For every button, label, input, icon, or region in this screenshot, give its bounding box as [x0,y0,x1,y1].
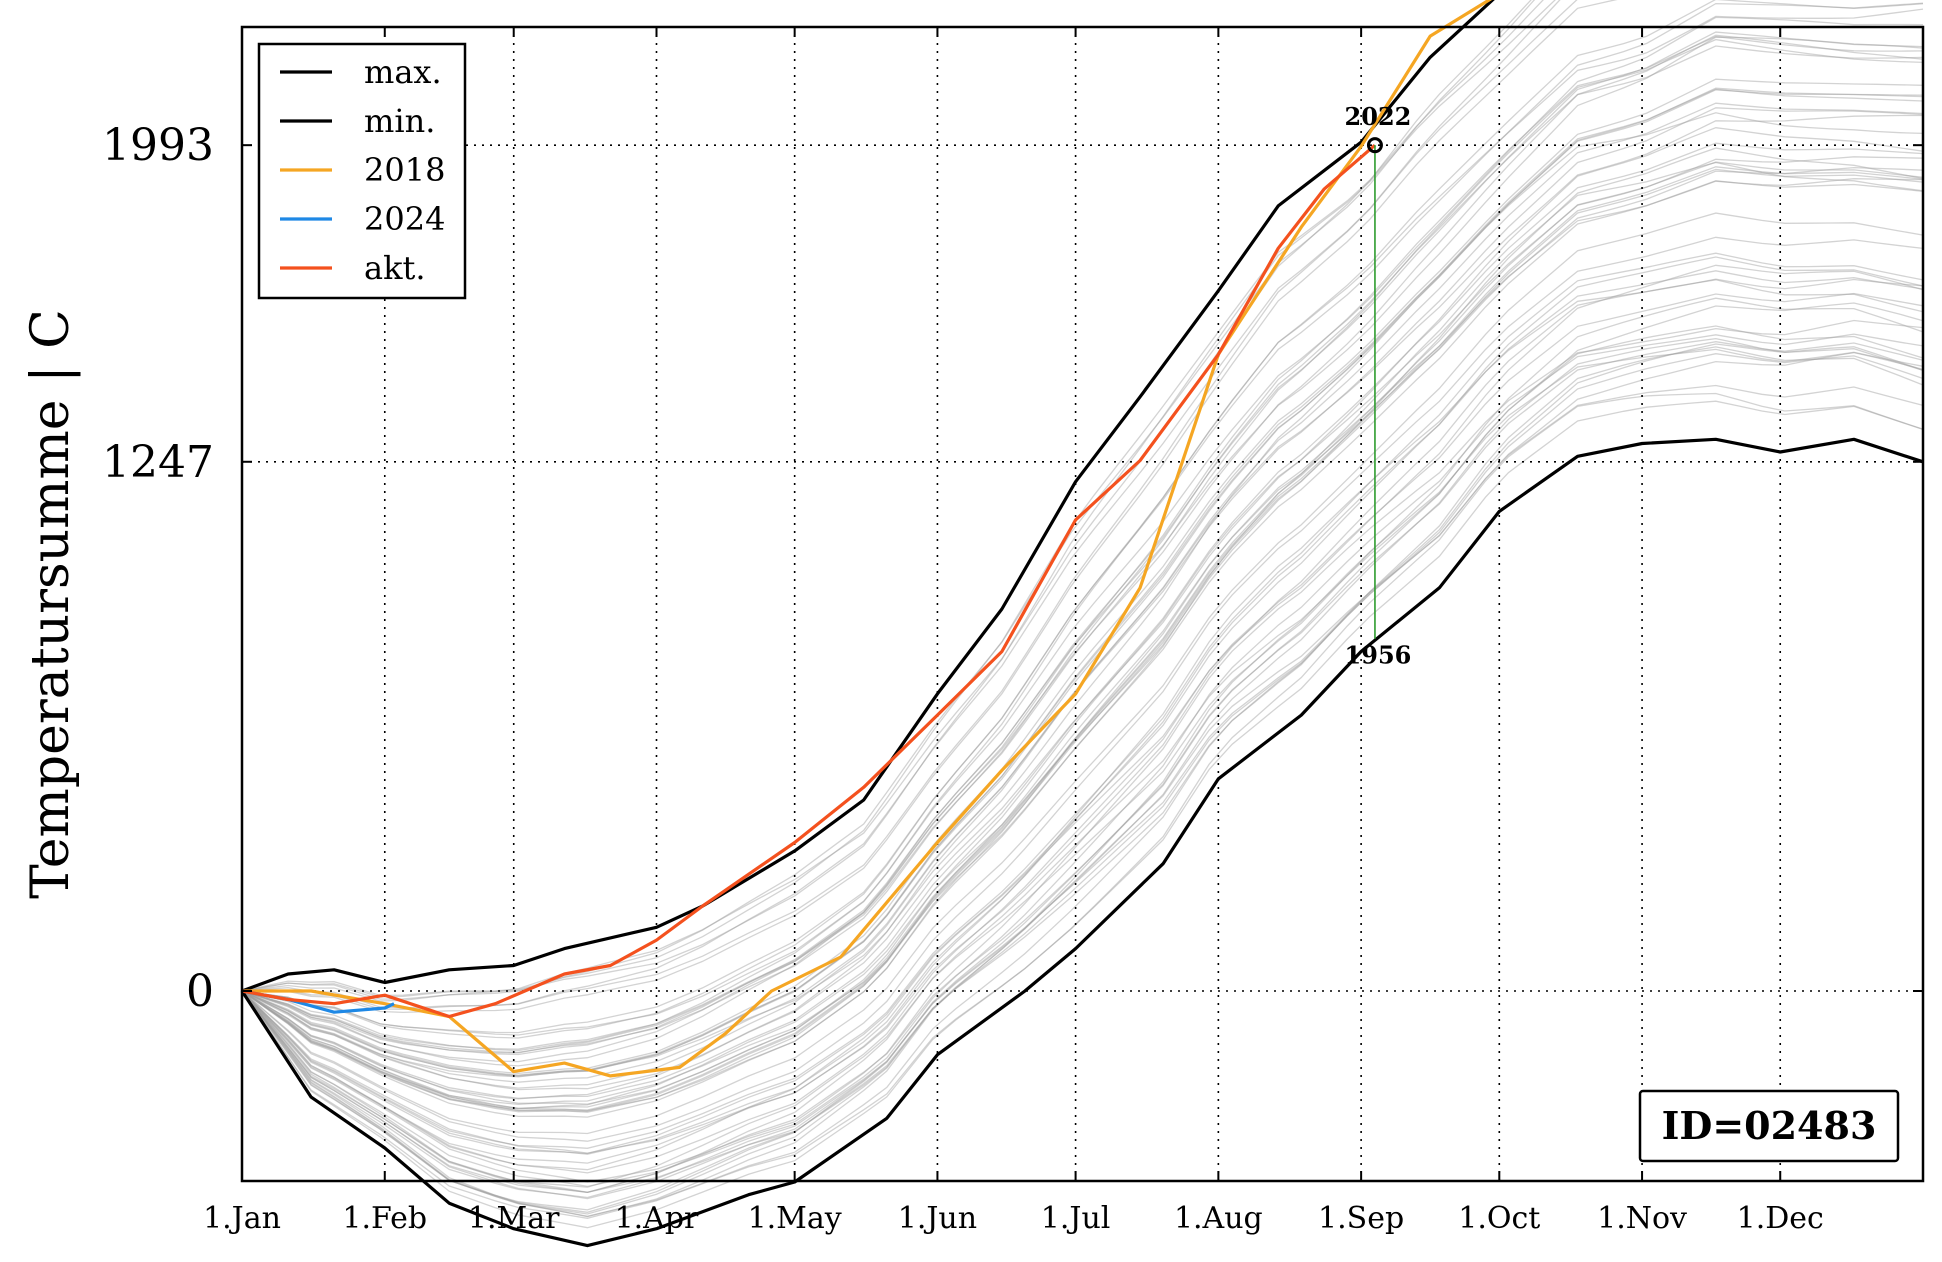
x-tick-label: 1.Sep [1318,1201,1404,1236]
background-year-line [241,180,1924,1118]
x-tick-label: 1.Nov [1597,1201,1687,1236]
background-year-line [241,279,1924,1164]
y-tick-label: 0 [186,966,214,1017]
y-tick-label: 1993 [102,120,214,171]
background-year-line [241,16,1924,1052]
background-year-line [241,212,1924,1135]
background-year-line [241,0,1532,1002]
background-year-line [241,142,1924,1099]
background-year-line [241,319,1924,1183]
x-axis: 1.Jan 1.Feb 1.Mar 1.Apr 1.May 1.Jun 1.Jul 1.Aug… [203,27,1824,1236]
background-year-line [241,178,1924,1112]
background-year-line [241,264,1924,1171]
background-year-line [241,337,1924,1199]
plot-frame [240,25,1925,1183]
background-year-line [241,34,1924,1063]
series-line-min [240,437,1924,1248]
background-year-line [241,333,1924,1188]
background-year-line [241,78,1924,1075]
legend-label: min. [364,102,435,140]
series-lines [240,0,1924,1248]
background-year-line [241,0,1618,1014]
background-year-line [241,88,1924,1077]
background-year-line [241,384,1924,1217]
background-year-line [241,0,1556,998]
background-year-line [241,346,1924,1211]
legend-label: 2018 [364,151,445,189]
station-id-label: ID=02483 [1662,1103,1877,1148]
x-tick-label: 1.Feb [342,1201,427,1236]
background-year-line [241,252,1924,1149]
background-year-line [241,38,1924,1054]
background-year-line [241,147,1924,1110]
series-line-max [241,0,1495,993]
background-year-line [241,89,1924,1076]
background-year-line [241,278,1924,1154]
background-year-line [241,166,1924,1113]
station-id-box: ID=02483 [1638,1089,1900,1163]
background-year-line [241,0,1578,1010]
background-year-line [241,112,1924,1078]
background-year-line [241,45,1924,1054]
legend-label: akt. [364,249,426,287]
background-year-line [241,343,1924,1213]
background-year-line [241,325,1924,1194]
background-year-line [241,351,1924,1218]
background-year-line [241,0,1924,1034]
legend-label: max. [364,53,442,91]
background-year-line [241,36,1924,1067]
y-axis: 0124719932729 [102,120,1923,1017]
background-year-line [241,87,1924,1077]
background-year-line [241,0,1536,1000]
background-year-line [241,0,1544,997]
legend-label: 2024 [364,200,445,238]
y-tick-label: 1247 [102,437,214,488]
background-year-line [241,156,1924,1105]
x-tick-label: 1.Oct [1458,1201,1540,1236]
background-year-line [241,400,1924,1229]
background-year-line [241,166,1924,1112]
background-year-lines [241,0,1924,1229]
x-tick-label: 1.Aug [1174,1201,1263,1236]
background-year-line [241,302,1924,1194]
background-year-line [241,35,1924,1050]
legend: max. min. 2018 2024 akt. [257,42,467,300]
series-line-2018 [242,0,1493,1078]
background-year-line [241,236,1924,1142]
background-year-line [241,256,1924,1155]
background-year-line [241,348,1924,1193]
annotations: 2022 1956 [1345,102,1412,670]
annotation-lower-label: 1956 [1345,641,1412,670]
x-tick-label: 1.Jul [1041,1201,1111,1236]
background-year-line [241,353,1924,1215]
x-tick-label: 1.May [748,1201,842,1236]
background-year-line [241,2,1924,1039]
background-year-line [241,0,1561,1009]
y-axis-label: Temperatursumme | C [21,309,81,899]
background-year-line [241,292,1924,1174]
background-year-line [241,161,1924,1106]
x-tick-label: 1.Jun [898,1201,977,1236]
annotation-upper-label: 2022 [1345,102,1412,131]
background-year-line [241,127,1924,1100]
x-tick-label: 1.Dec [1737,1201,1824,1236]
series-line-akt [241,143,1376,1019]
background-year-line [241,8,1924,1036]
x-tick-label: 1.Apr [615,1201,699,1236]
x-tick-label: 1.Mar [468,1201,560,1236]
x-tick-label: 1.Jan [203,1201,281,1236]
marker-point [1366,137,1383,154]
